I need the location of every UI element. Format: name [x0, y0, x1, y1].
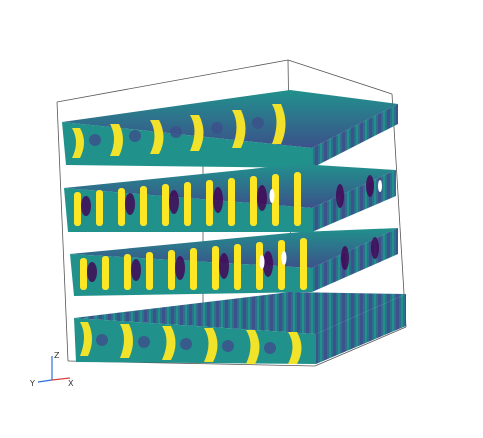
y-axis-label: Y	[29, 379, 35, 388]
x-axis-label: X	[68, 379, 74, 388]
lattice-layer-2	[64, 164, 396, 232]
lattice-layer-3	[70, 228, 398, 296]
z-axis-label: Z	[54, 351, 60, 360]
y-axis-line	[37, 379, 53, 383]
orientation-axes: Z Y X	[29, 351, 74, 388]
x-axis-line	[51, 377, 71, 381]
lattice-layer-1	[62, 90, 398, 168]
lattice-layer-4	[74, 292, 406, 364]
